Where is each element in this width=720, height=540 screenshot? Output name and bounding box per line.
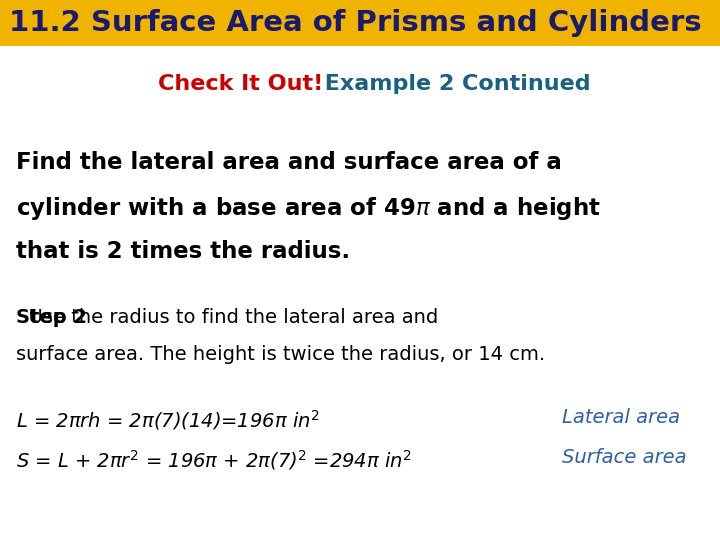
Text: cylinder with a base area of 49$\pi$ and a height: cylinder with a base area of 49$\pi$ and…	[16, 195, 600, 222]
Text: Find the lateral area and surface area of a: Find the lateral area and surface area o…	[16, 151, 562, 174]
Text: $S$ = $L$ + 2$\pi r^{2}$ = 196$\pi$ + 2$\pi$(7)$^{2}$ =294$\pi$ in$^{2}$: $S$ = $L$ + 2$\pi r^{2}$ = 196$\pi$ + 2$…	[16, 448, 411, 472]
Text: that is 2 times the radius.: that is 2 times the radius.	[16, 240, 350, 263]
Text: Step 2: Step 2	[16, 308, 87, 327]
Text: Surface area: Surface area	[562, 448, 686, 467]
Bar	[0, 0, 720, 46]
Text: Check It Out!: Check It Out!	[158, 73, 324, 94]
Text: Lateral area: Lateral area	[562, 408, 680, 427]
Text: 11.2 Surface Area of Prisms and Cylinders: 11.2 Surface Area of Prisms and Cylinder…	[9, 9, 702, 37]
Text: $L$ = 2$\pi rh$ = 2$\pi$(7)(14)=196$\pi$ in$^{2}$: $L$ = 2$\pi rh$ = 2$\pi$(7)(14)=196$\pi$…	[16, 408, 319, 431]
Text: Use the radius to find the lateral area and: Use the radius to find the lateral area …	[16, 308, 438, 327]
Text: surface area. The height is twice the radius, or 14 cm.: surface area. The height is twice the ra…	[16, 345, 545, 363]
Text: Example 2 Continued: Example 2 Continued	[317, 73, 590, 94]
